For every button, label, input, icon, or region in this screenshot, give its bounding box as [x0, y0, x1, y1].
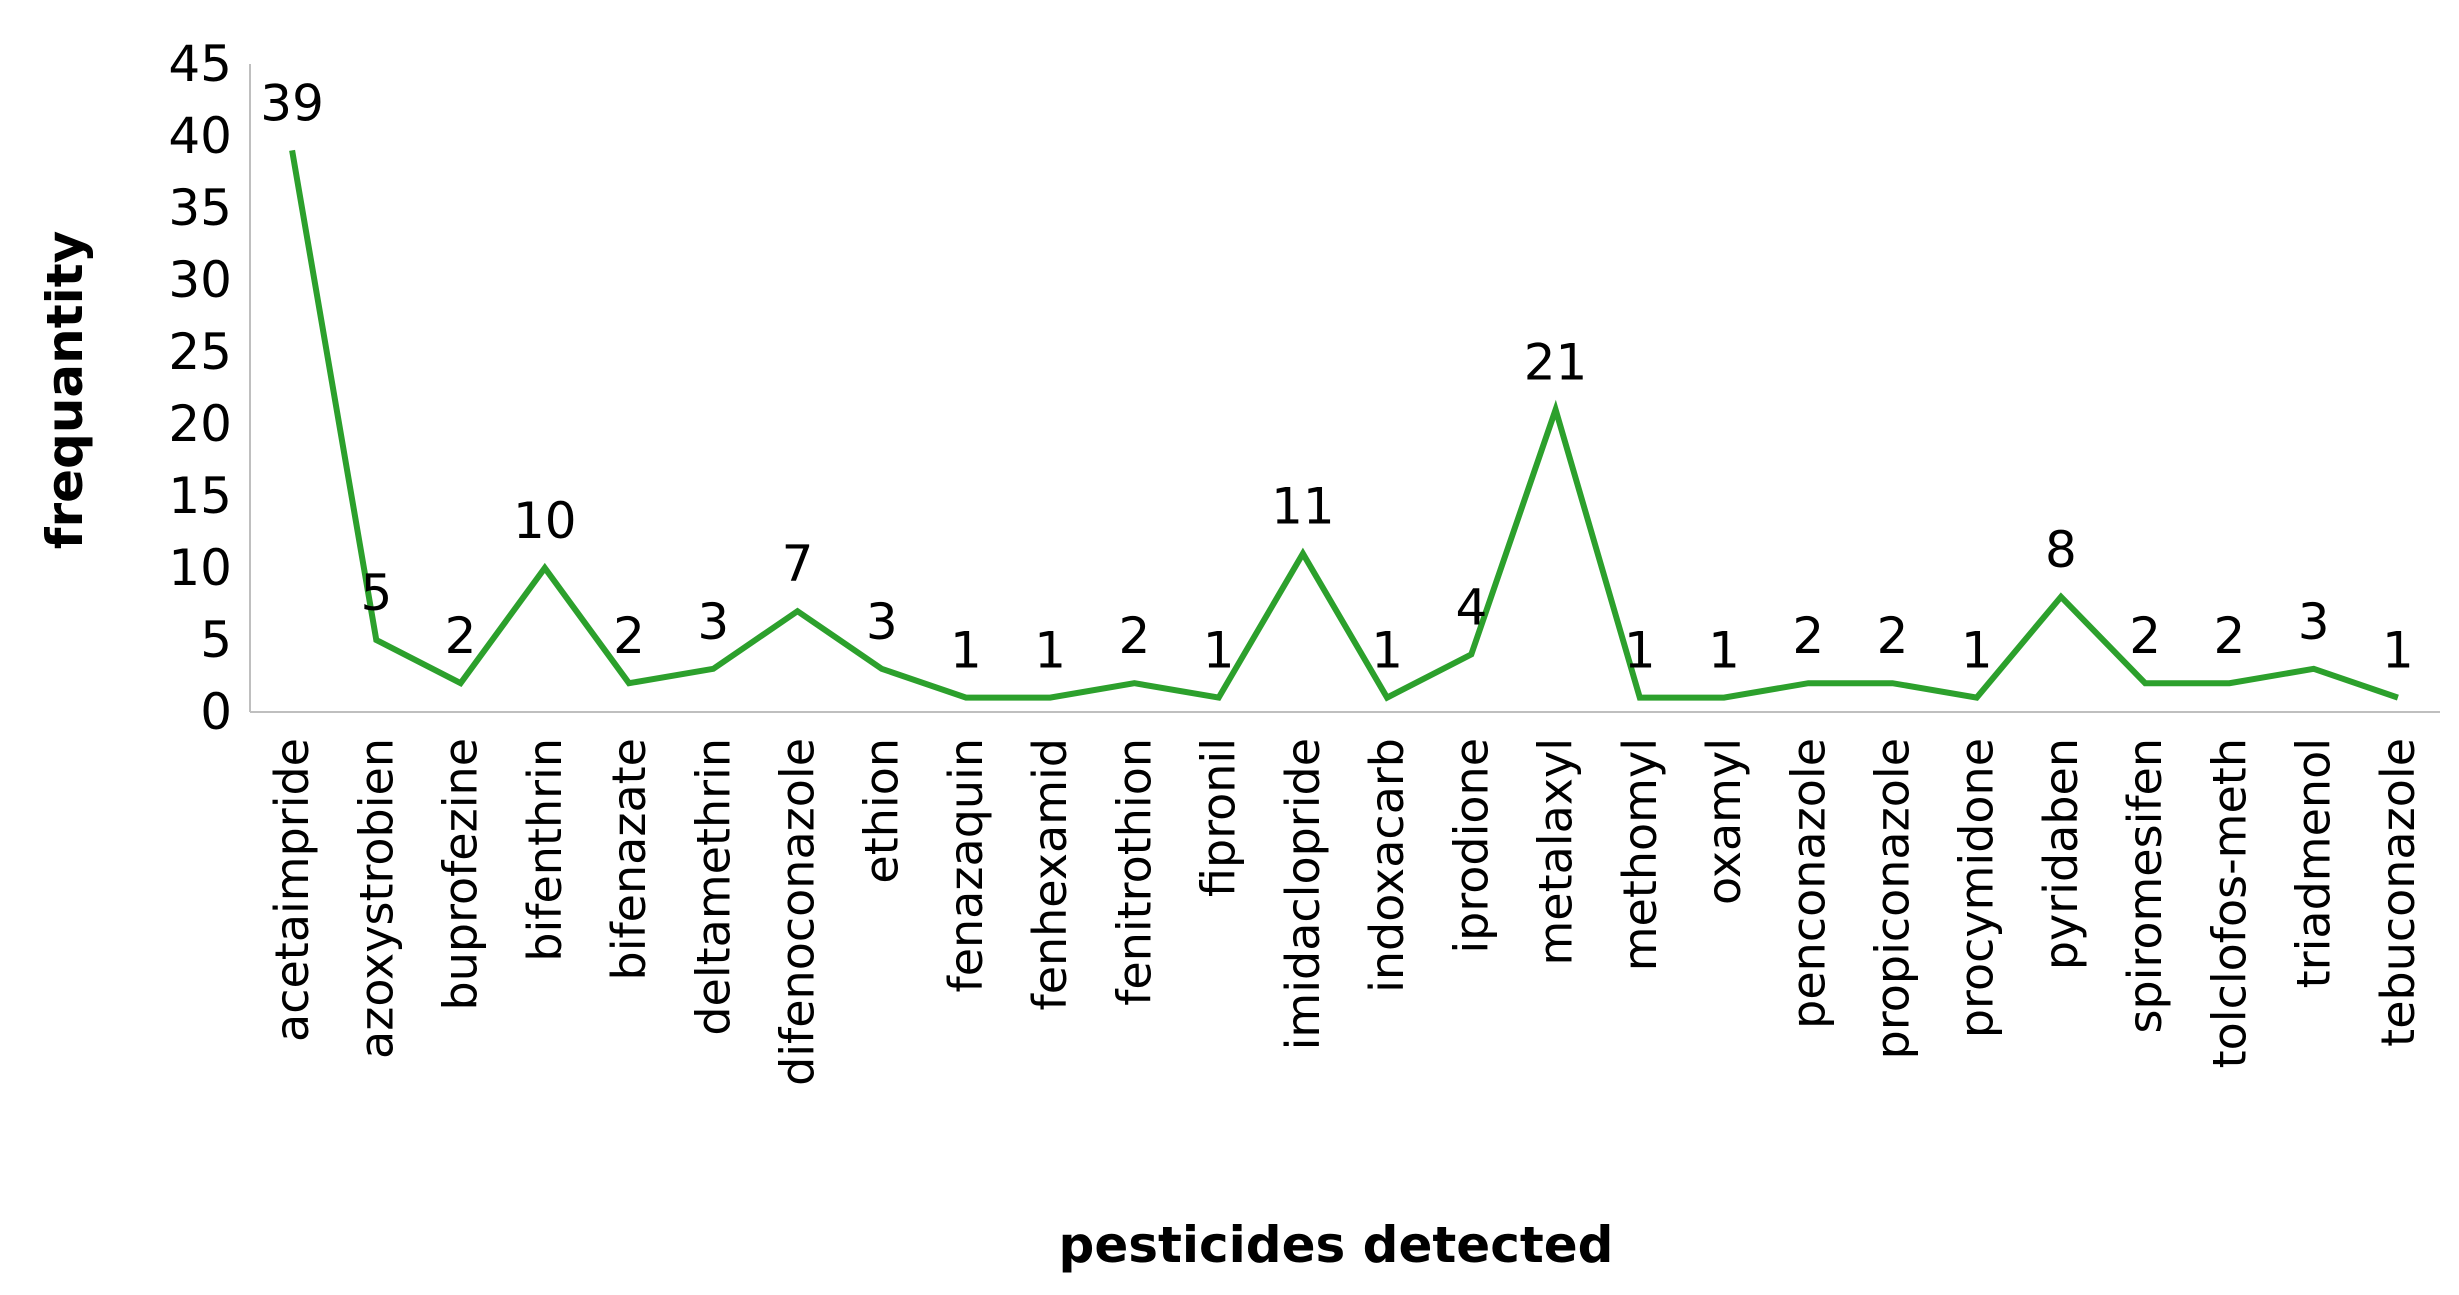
x-tick-label: penconazole [1781, 738, 1835, 1029]
y-tick-label: 30 [168, 251, 232, 309]
data-label: 21 [1524, 334, 1588, 392]
x-tick-label: propiconazole [1866, 738, 1920, 1059]
y-tick-label: 35 [168, 179, 232, 237]
data-label: 2 [2129, 607, 2161, 665]
x-tick-label: fenazaquin [939, 738, 993, 992]
data-label: 1 [2382, 622, 2414, 680]
y-tick-label: 25 [168, 323, 232, 381]
data-label: 2 [1792, 607, 1824, 665]
y-tick-label: 45 [168, 35, 232, 93]
series-line [289, 149, 2399, 702]
x-tick-label: azoxystrobien [349, 738, 403, 1059]
data-label: 4 [1455, 578, 1487, 636]
data-label: 1 [1624, 622, 1656, 680]
x-tick-label: iprodione [1444, 738, 1498, 954]
y-tick-label: 15 [168, 467, 232, 525]
data-label: 1 [950, 622, 982, 680]
x-tick-label: imidaclopride [1276, 738, 1330, 1050]
x-tick-label: bifenazate [602, 738, 656, 981]
data-label: 39 [260, 74, 324, 132]
y-tick-label: 20 [168, 395, 232, 453]
x-tick-label: acetaimpride [265, 738, 319, 1042]
data-label: 2 [1877, 607, 1909, 665]
x-tick-label: difenoconazole [771, 738, 825, 1086]
x-tick-label: oxamyl [1697, 738, 1751, 905]
data-label: 3 [2298, 593, 2330, 651]
x-tick-label: tebuconazole [2371, 738, 2425, 1047]
data-label: 2 [613, 607, 645, 665]
y-tick-label: 10 [168, 539, 232, 597]
x-axis-title: pesticides detected [1059, 1216, 1614, 1274]
data-label: 1 [1371, 622, 1403, 680]
x-tick-label: spiromesifen [2118, 738, 2172, 1034]
x-tick-label: pyridaben [2034, 738, 2088, 970]
data-label: 10 [513, 492, 577, 550]
x-tick-label: metalaxyl [1529, 738, 1583, 966]
data-label: 5 [360, 564, 392, 622]
data-label: 3 [866, 593, 898, 651]
x-tick-label: ethion [855, 738, 909, 884]
y-tick-label: 40 [168, 107, 232, 165]
data-label: 1 [1034, 622, 1066, 680]
x-tick-label: buprofezine [434, 738, 488, 1010]
data-label: 1 [1708, 622, 1740, 680]
data-label: 7 [782, 535, 814, 593]
x-tick-label: fenhexamid [1023, 738, 1077, 1011]
x-tick-label: indoxacarb [1360, 738, 1414, 993]
data-label: 3 [697, 593, 729, 651]
data-label: 11 [1271, 478, 1335, 536]
data-label: 8 [2045, 521, 2077, 579]
data-label: 2 [2214, 607, 2246, 665]
y-tick-label: 0 [200, 683, 232, 741]
y-axis-title: frequantity [36, 231, 94, 550]
x-tick-label: procymidone [1950, 738, 2004, 1038]
data-label: 1 [1203, 622, 1235, 680]
y-tick-label: 5 [200, 611, 232, 669]
data-label: 2 [445, 607, 477, 665]
series-line-group [289, 149, 2399, 702]
x-tick-label: fipronil [1192, 738, 1246, 897]
x-tick-label: bifenthrin [518, 738, 572, 962]
y-axis: 0 5 10 15 20 25 30 35 40 45 [168, 35, 251, 741]
x-tick-label: methomyl [1613, 738, 1667, 971]
x-tick-label: fenitrothion [1107, 738, 1161, 1006]
x-tick-label: tolclofos-meth [2202, 738, 2256, 1068]
category-labels: acetaimpride azoxystrobien buprofezine bife… [265, 738, 2425, 1086]
x-tick-label: deltamethrin [686, 738, 740, 1036]
data-label: 2 [1119, 607, 1151, 665]
data-label: 1 [1961, 622, 1993, 680]
x-tick-label: triadmenol [2287, 738, 2341, 988]
